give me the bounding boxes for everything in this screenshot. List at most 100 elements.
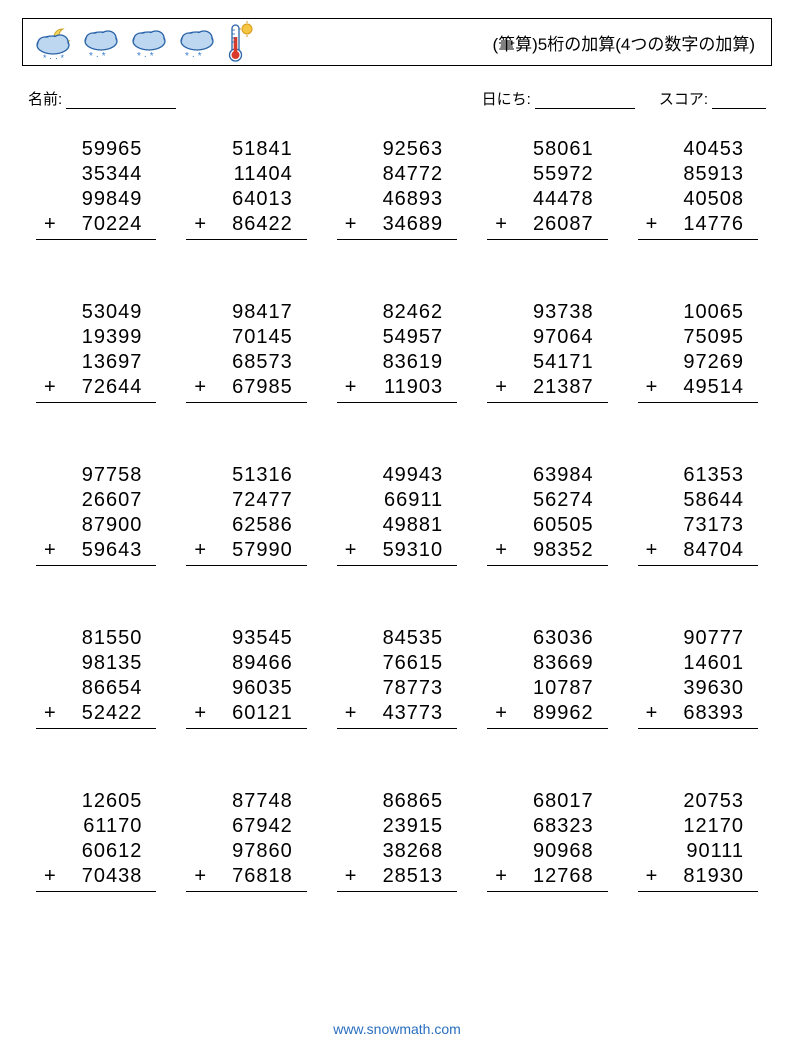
svg-text:* ·: * · — [43, 53, 52, 63]
addend: 75095 — [638, 325, 758, 350]
addend: 20753 — [638, 789, 758, 814]
plus-sign: + — [44, 212, 57, 237]
addend-last: +89962 — [487, 701, 607, 729]
addend: 68323 — [487, 814, 607, 839]
addend: 70145 — [186, 325, 306, 350]
date-field: 日にち: — [482, 88, 635, 109]
addend: 68573 — [186, 350, 306, 375]
plus-sign: + — [646, 375, 659, 400]
addition-problem: 404538591340508+14776 — [638, 137, 758, 258]
addend: 76615 — [337, 651, 457, 676]
plus-sign: + — [44, 538, 57, 563]
plus-sign: + — [345, 864, 358, 889]
addend-last: +59643 — [36, 538, 156, 566]
addend-last: +28513 — [337, 864, 457, 892]
addend: 53049 — [36, 300, 156, 325]
addend: 97064 — [487, 325, 607, 350]
addition-problem: 599653534499849+70224 — [36, 137, 156, 258]
addition-problem: 499436691149881+59310 — [337, 463, 457, 584]
addend: 40453 — [638, 137, 758, 162]
plus-sign: + — [646, 212, 659, 237]
addition-problem: 907771460139630+68393 — [638, 626, 758, 747]
addend-last: +57990 — [186, 538, 306, 566]
addend-last: +14776 — [638, 212, 758, 240]
addend: 90111 — [638, 839, 758, 864]
addend-last: +12768 — [487, 864, 607, 892]
addend: 56274 — [487, 488, 607, 513]
addition-problem: 126056117060612+70438 — [36, 789, 156, 910]
cloud-snow-icon: * · * — [177, 23, 221, 63]
plus-sign: + — [345, 212, 358, 237]
addend: 98135 — [36, 651, 156, 676]
thermometer-sun-icon — [225, 21, 253, 63]
addend: 35344 — [36, 162, 156, 187]
name-label: 名前: — [28, 88, 62, 109]
cloud-moon-icon: * · · * — [33, 23, 77, 63]
addition-problem: 630368366910787+89962 — [487, 626, 607, 747]
addition-problem: 935458946696035+60121 — [186, 626, 306, 747]
svg-text:· *: · * — [55, 53, 64, 63]
addition-problem: 613535864473173+84704 — [638, 463, 758, 584]
addend: 44478 — [487, 187, 607, 212]
addend-last: +59310 — [337, 538, 457, 566]
addend: 90777 — [638, 626, 758, 651]
addend: 51316 — [186, 463, 306, 488]
addition-problem: 845357661578773+43773 — [337, 626, 457, 747]
addend: 93545 — [186, 626, 306, 651]
worksheet-title: (筆算)5桁の加算(4つの数字の加算) — [492, 30, 761, 55]
plus-sign: + — [194, 375, 207, 400]
date-underline — [535, 94, 635, 109]
addend: 87900 — [36, 513, 156, 538]
plus-sign: + — [44, 701, 57, 726]
addend: 64013 — [186, 187, 306, 212]
plus-sign: + — [194, 212, 207, 237]
addend: 81550 — [36, 626, 156, 651]
addend: 73173 — [638, 513, 758, 538]
addend-last: +70438 — [36, 864, 156, 892]
addend: 10787 — [487, 676, 607, 701]
header-bar: * · · * * · * * · * — [22, 18, 772, 66]
addend-last: +81930 — [638, 864, 758, 892]
footer-link[interactable]: www.snowmath.com — [0, 1021, 794, 1037]
addend-last: +49514 — [638, 375, 758, 403]
date-label: 日にち: — [482, 88, 531, 109]
addition-problem: 680176832390968+12768 — [487, 789, 607, 910]
svg-text:* · *: * · * — [137, 51, 154, 62]
addend-last: +98352 — [487, 538, 607, 566]
addend-last: +43773 — [337, 701, 457, 729]
plus-sign: + — [194, 538, 207, 563]
addend: 97758 — [36, 463, 156, 488]
addition-problem: 824625495783619+11903 — [337, 300, 457, 421]
addend-last: +60121 — [186, 701, 306, 729]
plus-sign: + — [194, 864, 207, 889]
plus-sign: + — [495, 701, 508, 726]
svg-text:* · *: * · * — [89, 51, 106, 62]
plus-sign: + — [646, 864, 659, 889]
plus-sign: + — [194, 701, 207, 726]
addition-problem: 925638477246893+34689 — [337, 137, 457, 258]
addend: 12170 — [638, 814, 758, 839]
addition-problem: 977582660787900+59643 — [36, 463, 156, 584]
addend: 96035 — [186, 676, 306, 701]
info-row: 名前: 日にち: スコア: — [28, 88, 766, 109]
problems-grid: 599653534499849+70224518411140464013+864… — [36, 137, 758, 910]
addend-last: +26087 — [487, 212, 607, 240]
addend: 51841 — [186, 137, 306, 162]
addend: 86654 — [36, 676, 156, 701]
addend-last: +76818 — [186, 864, 306, 892]
addend: 19399 — [36, 325, 156, 350]
addend: 90968 — [487, 839, 607, 864]
addition-problem: 100657509597269+49514 — [638, 300, 758, 421]
addend: 40508 — [638, 187, 758, 212]
addend: 49881 — [337, 513, 457, 538]
addition-problem: 530491939913697+72644 — [36, 300, 156, 421]
addend: 12605 — [36, 789, 156, 814]
plus-sign: + — [44, 375, 57, 400]
addend-last: +11903 — [337, 375, 457, 403]
addend-last: +70224 — [36, 212, 156, 240]
addend-last: +67985 — [186, 375, 306, 403]
plus-sign: + — [345, 538, 358, 563]
plus-sign: + — [345, 375, 358, 400]
plus-sign: + — [495, 864, 508, 889]
addend: 62586 — [186, 513, 306, 538]
